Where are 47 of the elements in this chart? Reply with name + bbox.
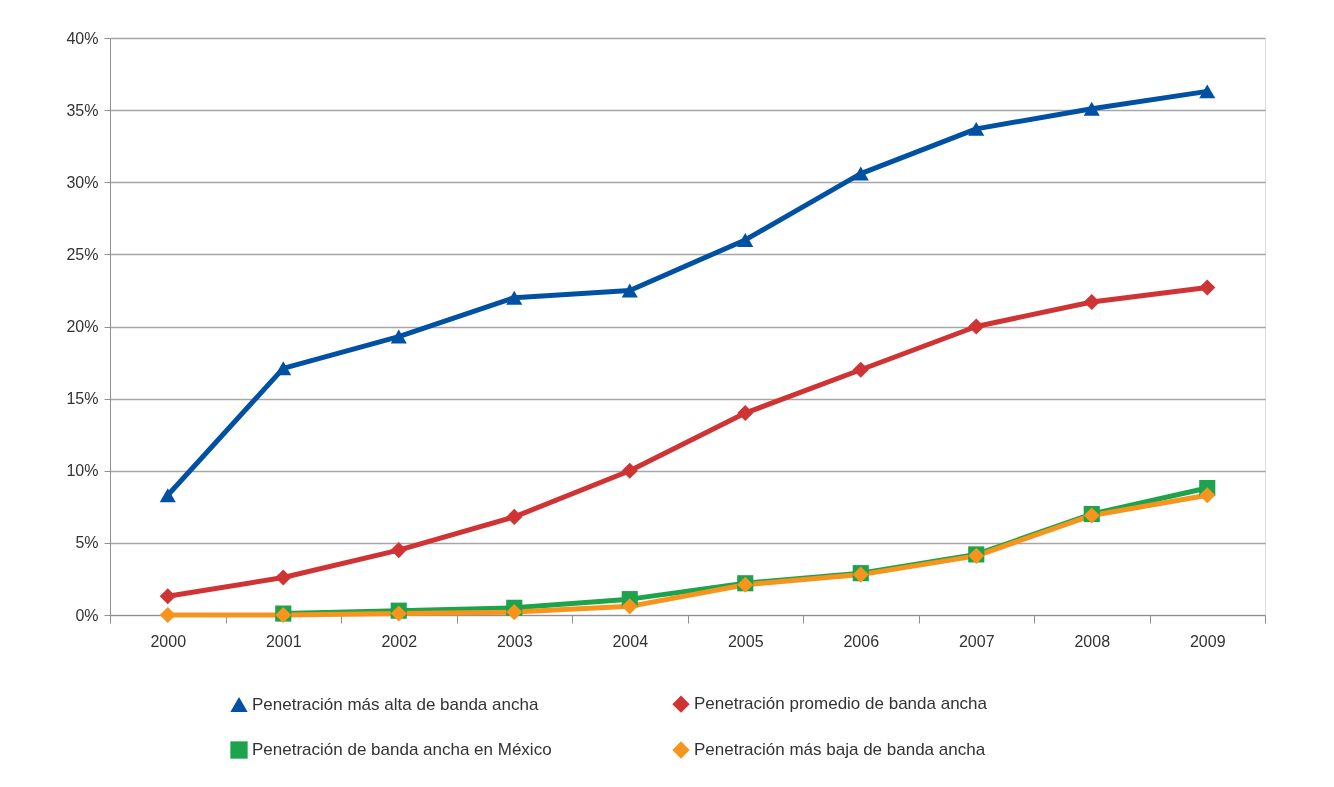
point xyxy=(621,462,638,479)
x-tick-label: 2000 xyxy=(150,632,187,650)
x-tick-label: 2001 xyxy=(265,632,302,650)
point xyxy=(1199,487,1216,504)
point xyxy=(852,361,869,378)
point xyxy=(1083,101,1100,116)
x-tick-label: 2007 xyxy=(958,632,995,650)
point xyxy=(1083,293,1100,311)
y-tick-label: 40% xyxy=(66,29,99,47)
point xyxy=(506,604,523,621)
x-tick-label: 2004 xyxy=(612,632,649,650)
point xyxy=(1199,84,1216,99)
y-tick-label: 30% xyxy=(66,173,99,191)
point xyxy=(159,588,176,605)
y-tick-label: 20% xyxy=(66,318,99,335)
point xyxy=(506,508,523,525)
x-tick-label: 2008 xyxy=(1074,632,1111,650)
point xyxy=(621,598,638,615)
point xyxy=(968,318,985,335)
point xyxy=(737,404,754,422)
y-tick-label: 10% xyxy=(66,462,99,480)
x-tick-label: 2003 xyxy=(496,632,533,650)
legend-label: Penetración más baja de banda ancha xyxy=(694,740,986,759)
point xyxy=(737,232,754,247)
y-tick-label: 0% xyxy=(75,606,99,624)
point xyxy=(275,569,292,586)
legend-label: Penetración promedio de banda ancha xyxy=(694,694,988,714)
x-tick-label: 2006 xyxy=(843,632,880,650)
legend-label: Penetración más alta de banda ancha xyxy=(252,694,539,714)
point xyxy=(275,361,292,376)
y-tick-label: 15% xyxy=(66,390,99,408)
point xyxy=(852,166,869,181)
point xyxy=(968,121,985,136)
x-tick-label: 2002 xyxy=(381,632,418,650)
legend-label: Penetración de banda ancha en México xyxy=(252,740,552,759)
y-tick-label: 5% xyxy=(75,534,99,552)
y-tick-label: 25% xyxy=(66,245,99,263)
point xyxy=(390,542,407,559)
point xyxy=(621,283,638,298)
x-tick-label: 2005 xyxy=(727,632,764,650)
y-tick-label: 35% xyxy=(66,101,99,119)
point xyxy=(1199,279,1216,296)
point xyxy=(159,606,176,624)
point xyxy=(390,329,407,344)
x-tick-label: 2009 xyxy=(1189,632,1226,650)
point xyxy=(506,290,523,305)
point xyxy=(159,488,176,503)
